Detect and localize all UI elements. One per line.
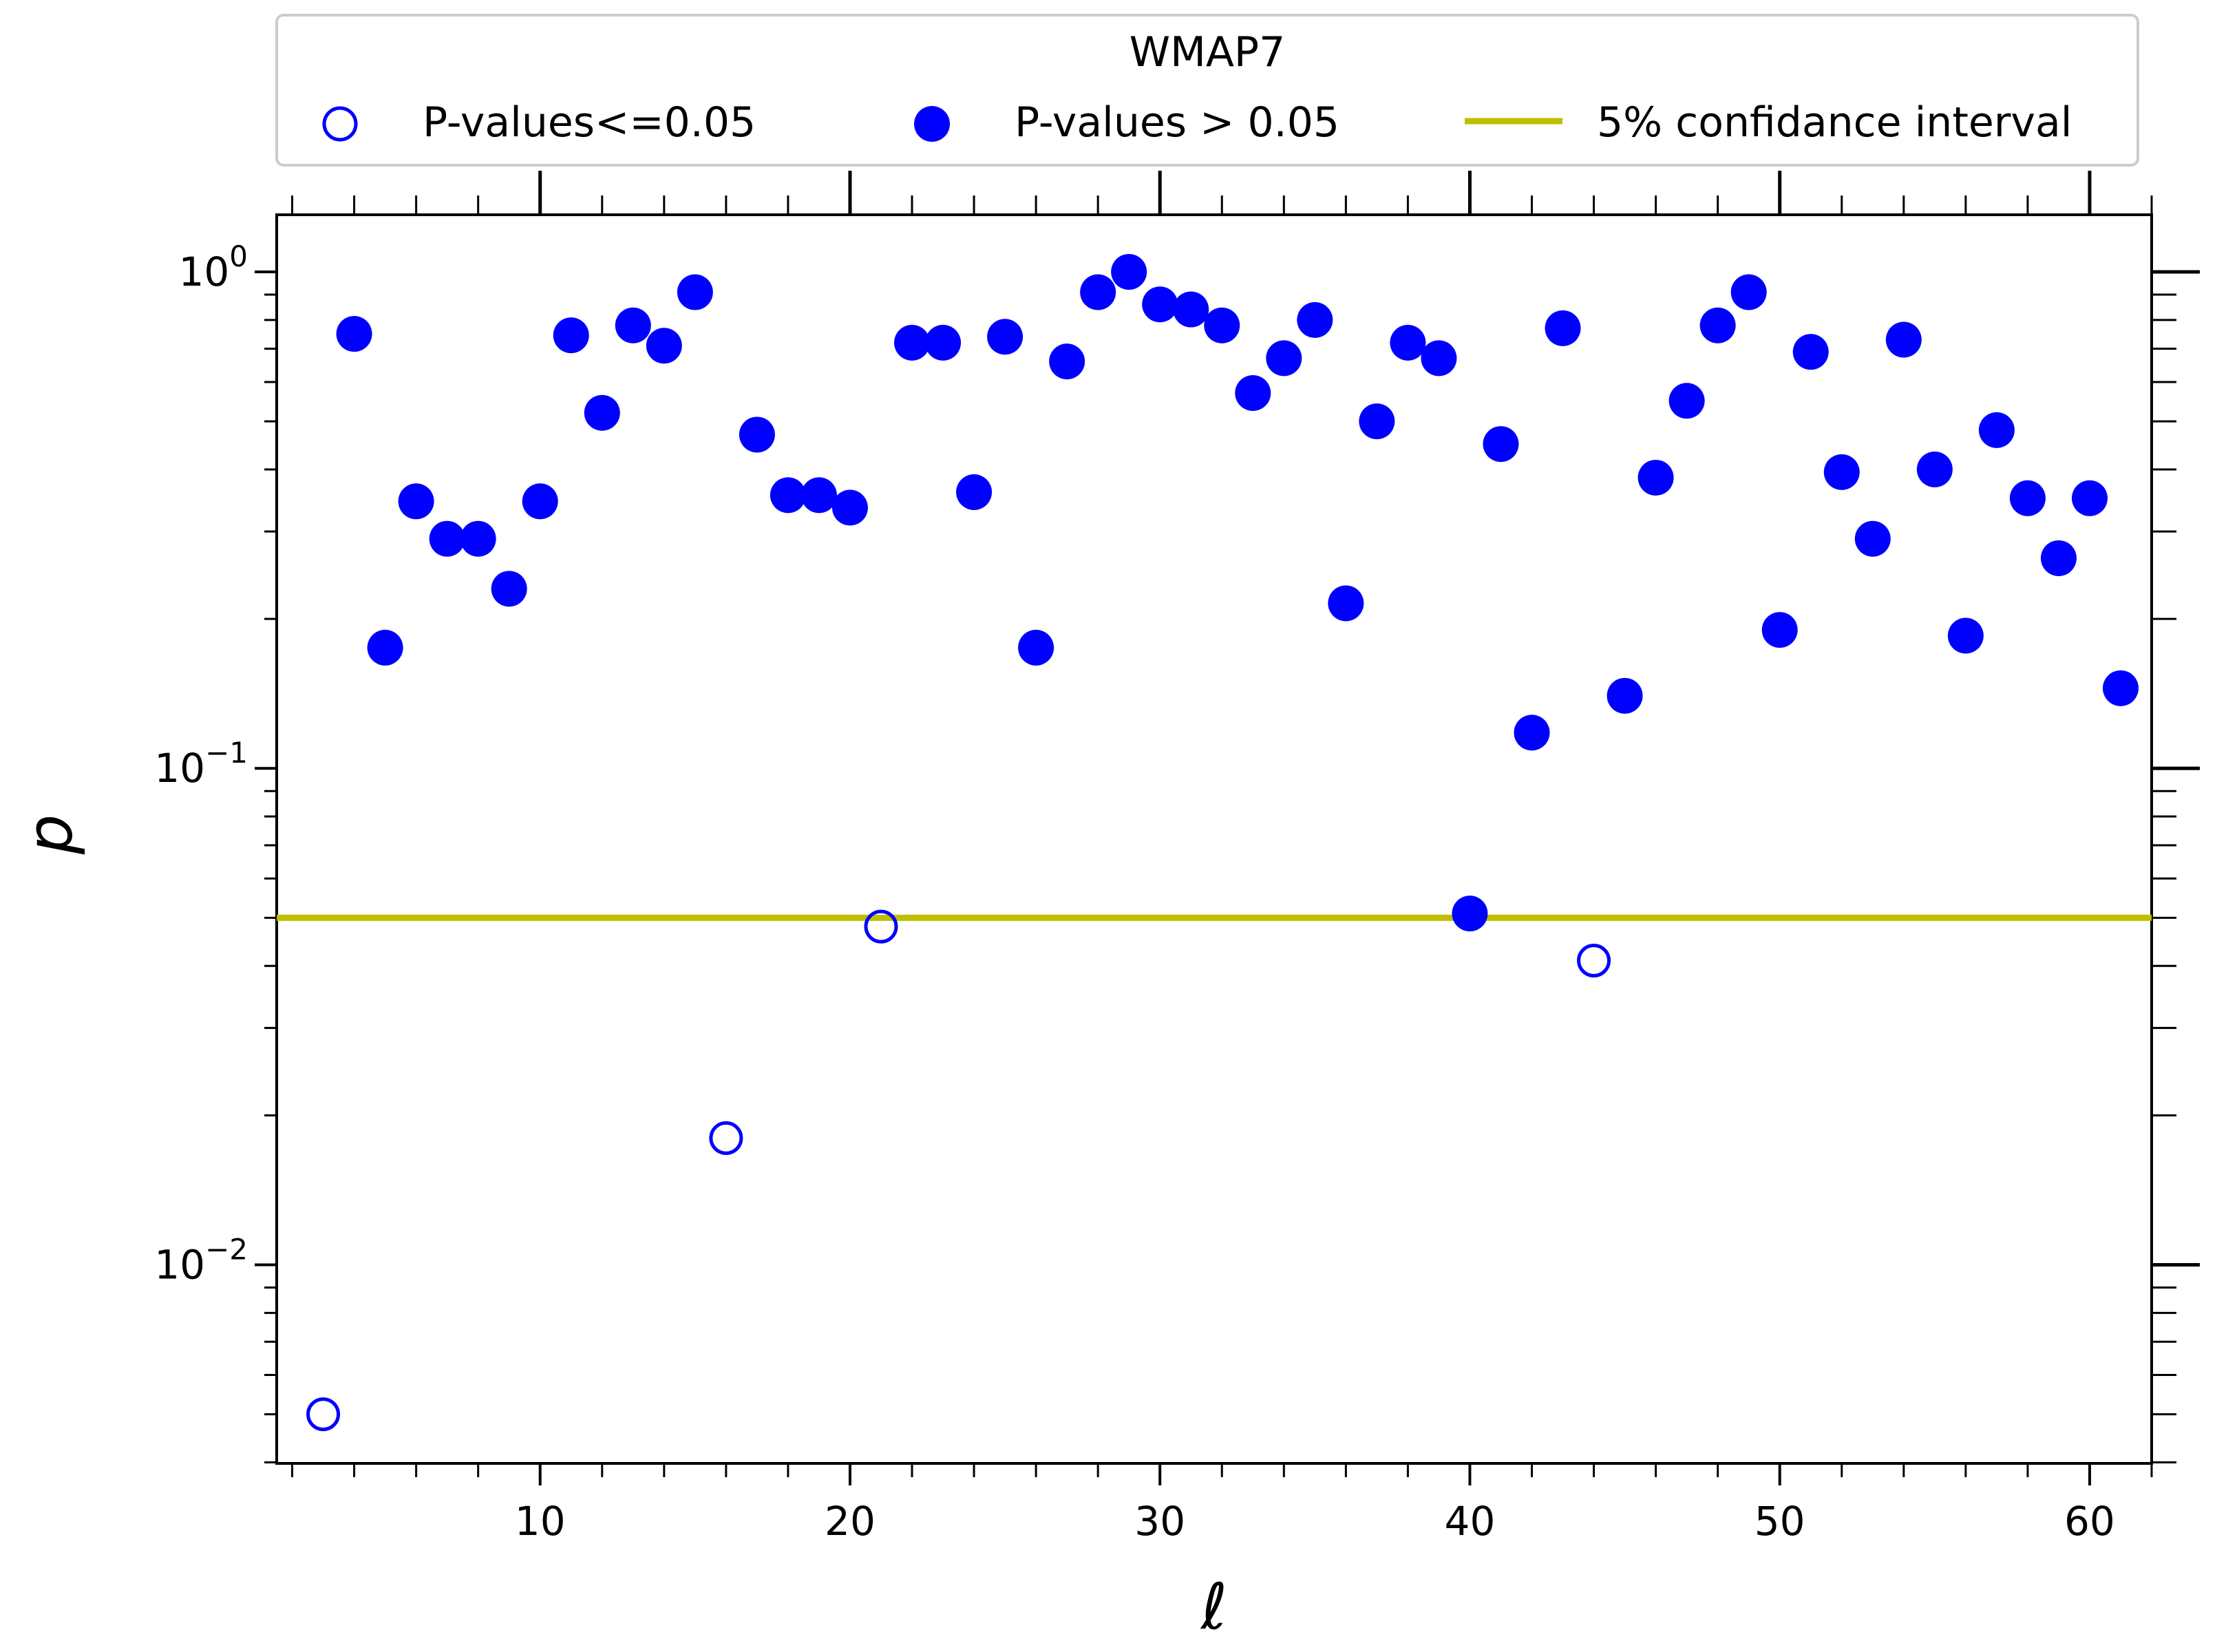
- x-tick-label: 10: [515, 1498, 566, 1545]
- legend-filled-circle-icon: [914, 106, 950, 142]
- data-point-filled: [1080, 274, 1116, 310]
- data-point-filled: [2009, 480, 2046, 516]
- data-point-filled: [925, 324, 962, 361]
- y-axis-label: p: [13, 814, 87, 855]
- data-point-filled: [336, 316, 372, 352]
- data-point-filled: [1730, 274, 1767, 310]
- x-tick-label: 40: [1445, 1498, 1496, 1545]
- data-point-filled: [1328, 585, 1364, 622]
- data-point-filled: [987, 319, 1024, 355]
- data-point-filled: [801, 477, 837, 513]
- y-tick-label: 10−2: [154, 1232, 248, 1288]
- x-tick-labels: 10 20 30 40 50 60: [515, 1498, 2115, 1545]
- data-point-filled: [584, 394, 620, 431]
- x-tick-label: 60: [2064, 1498, 2115, 1545]
- data-point-filled: [1483, 426, 1519, 463]
- data-point-filled: [1885, 321, 1922, 358]
- data-point-filled: [646, 328, 682, 364]
- data-point-filled: [1637, 459, 1674, 496]
- plot-area: [275, 213, 2153, 1465]
- y-tick-label: 10−1: [154, 736, 248, 792]
- data-point-filled: [615, 307, 651, 343]
- data-point-filled: [1978, 412, 2015, 448]
- data-point-filled: [739, 416, 775, 453]
- legend-frame: [275, 14, 2139, 167]
- legend-entry-line: 5% confidance interval: [1597, 98, 2072, 147]
- data-point-filled: [1390, 324, 1426, 361]
- data-point-filled: [677, 274, 713, 310]
- legend-title: WMAP7: [1130, 28, 1286, 76]
- data-point-filled: [1545, 310, 1581, 346]
- data-point-open: [864, 909, 898, 944]
- y-tick-label: 100: [178, 240, 248, 295]
- data-point-filled: [1947, 617, 1984, 654]
- data-point-filled: [429, 520, 465, 557]
- data-point-filled: [1359, 403, 1395, 440]
- data-point-filled: [1297, 301, 1333, 338]
- data-point-filled: [1668, 383, 1705, 419]
- data-point-filled: [553, 317, 589, 354]
- data-point-filled: [460, 520, 496, 557]
- data-point-filled: [1421, 340, 1457, 377]
- legend-entry-filled: P-values > 0.05: [1015, 98, 1339, 147]
- data-point-open: [306, 1397, 341, 1432]
- data-point-filled: [770, 477, 806, 513]
- data-point-open: [709, 1121, 743, 1155]
- data-point-filled: [1916, 451, 1953, 487]
- data-point-filled: [367, 629, 403, 666]
- data-point-filled: [894, 324, 931, 361]
- data-point-open: [1577, 944, 1611, 978]
- data-point-filled: [491, 571, 527, 607]
- data-point-filled: [2040, 540, 2077, 576]
- data-point-filled: [1699, 307, 1736, 343]
- data-point-filled: [522, 483, 558, 520]
- data-point-filled: [2102, 670, 2139, 706]
- data-point-filled: [831, 489, 868, 526]
- legend-open-circle-icon: [322, 106, 358, 142]
- data-point-filled: [1607, 677, 1643, 714]
- data-point-filled: [1823, 454, 1860, 490]
- data-point-filled: [1018, 629, 1054, 666]
- data-point-filled: [2071, 480, 2108, 516]
- data-point-filled: [1514, 714, 1550, 751]
- data-point-filled: [1204, 307, 1240, 343]
- y-tick-labels: 10−2 10−1 100: [154, 240, 248, 1289]
- data-point-filled: [1266, 340, 1302, 377]
- x-tick-label: 30: [1134, 1498, 1185, 1545]
- data-point-filled: [1761, 612, 1798, 648]
- legend: WMAP7 P-values<=0.05 P-values > 0.05 5% …: [275, 14, 2139, 167]
- data-point-filled: [1142, 286, 1178, 323]
- x-tick-label: 50: [1754, 1498, 1805, 1545]
- data-point-filled: [1854, 520, 1891, 557]
- data-point-filled: [1452, 896, 1488, 932]
- x-axis-label: ℓ: [1200, 1570, 1227, 1644]
- data-point-filled: [1049, 343, 1085, 380]
- data-point-filled: [1173, 291, 1209, 328]
- data-point-filled: [1111, 253, 1147, 290]
- x-tick-label: 20: [825, 1498, 876, 1545]
- data-point-filled: [1235, 375, 1271, 412]
- legend-entry-open: P-values<=0.05: [423, 98, 756, 147]
- data-point-filled: [1792, 334, 1829, 370]
- data-point-filled: [956, 474, 993, 510]
- data-points: [306, 253, 2139, 1432]
- data-point-filled: [398, 483, 434, 520]
- axis-ticks: [255, 171, 2200, 1485]
